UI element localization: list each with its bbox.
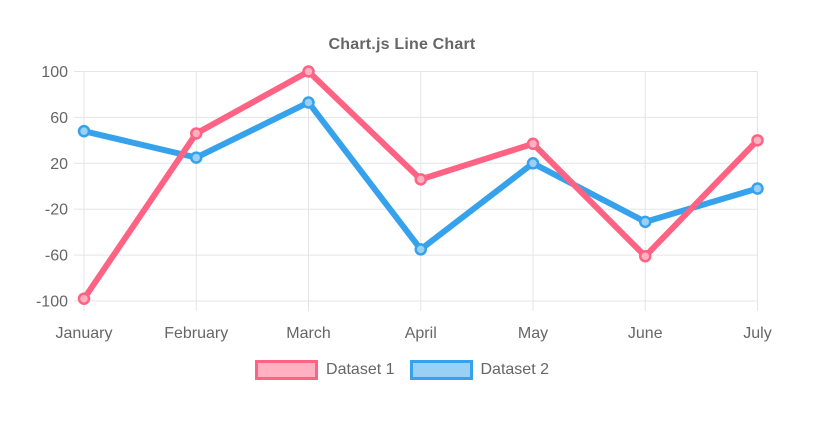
data-point[interactable] — [414, 173, 427, 186]
data-point[interactable] — [190, 151, 203, 164]
chart-legend: Dataset 1 Dataset 2 — [0, 360, 804, 380]
legend-item-dataset-2[interactable]: Dataset 2 — [409, 360, 549, 380]
svg-text:February: February — [164, 325, 228, 342]
svg-text:March: March — [286, 325, 330, 342]
svg-text:20: 20 — [50, 156, 68, 173]
data-point[interactable] — [414, 243, 427, 256]
series-dataset-1[interactable] — [77, 65, 764, 305]
svg-text:-100: -100 — [36, 294, 68, 311]
legend-label-dataset-1: Dataset 1 — [326, 361, 395, 378]
svg-text:April: April — [405, 325, 437, 342]
data-point[interactable] — [526, 137, 540, 151]
svg-text:June: June — [628, 325, 663, 342]
y-axis-labels: 100 60 20 -20 -60 -100 — [36, 64, 68, 311]
svg-text:May: May — [518, 325, 548, 342]
data-point[interactable] — [639, 215, 652, 229]
svg-text:100: 100 — [41, 64, 68, 81]
data-point[interactable] — [526, 157, 540, 170]
data-point[interactable] — [302, 65, 315, 78]
legend-swatch-dataset-1 — [255, 360, 319, 380]
legend-label-dataset-2: Dataset 2 — [480, 361, 549, 378]
x-axis-labels: January February March April May June July — [56, 325, 772, 342]
data-point[interactable] — [639, 249, 652, 263]
chart-title: Chart.js Line Chart — [328, 36, 476, 53]
svg-text:July: July — [743, 325, 771, 342]
data-point[interactable] — [190, 127, 203, 140]
legend-item-dataset-1[interactable]: Dataset 1 — [255, 360, 395, 380]
data-point[interactable] — [302, 96, 315, 109]
svg-text:-60: -60 — [45, 248, 68, 265]
series-dataset-2[interactable] — [77, 96, 764, 256]
svg-text:60: 60 — [50, 110, 68, 127]
data-point[interactable] — [751, 134, 764, 147]
data-point[interactable] — [77, 124, 91, 138]
svg-text:January: January — [56, 325, 113, 342]
data-point[interactable] — [77, 292, 91, 305]
data-point[interactable] — [751, 182, 764, 195]
svg-text:-20: -20 — [45, 202, 68, 219]
legend-swatch-dataset-2 — [409, 360, 473, 380]
gridlines — [74, 71, 758, 311]
